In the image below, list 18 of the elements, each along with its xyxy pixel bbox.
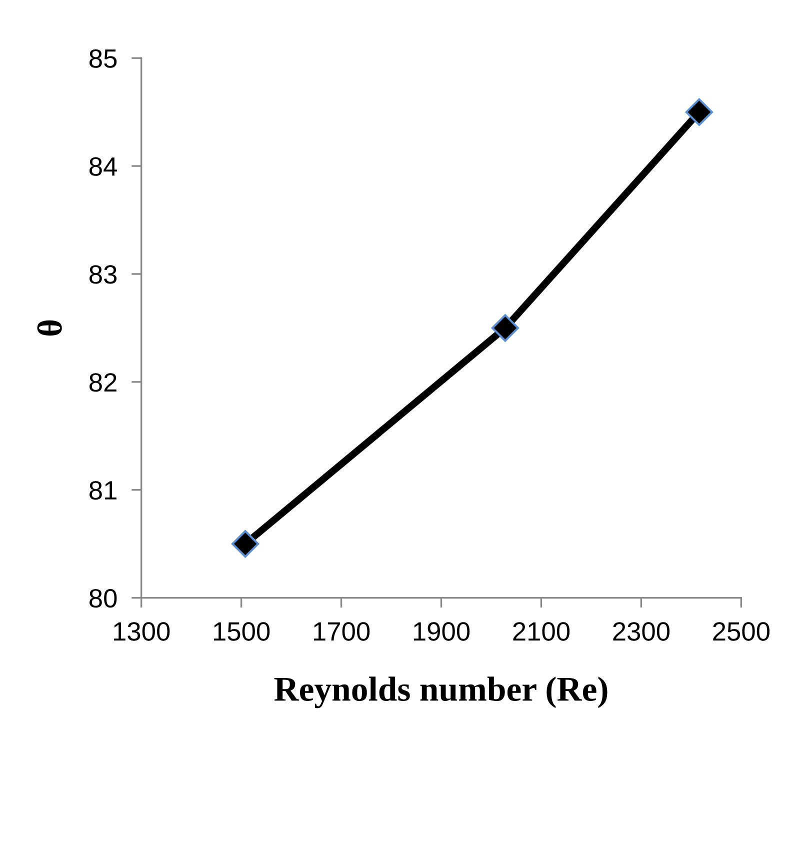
x-tick-label: 1500 (214, 622, 270, 641)
x-tick-label: 2100 (513, 622, 570, 641)
x-tick-label: 1300 (114, 622, 170, 641)
y-tick-label: 85 (90, 49, 117, 68)
x-tick-label: 1700 (314, 622, 370, 641)
x-tick-label: 2300 (613, 622, 670, 641)
y-tick-label: 83 (90, 265, 117, 284)
x-tick-label: 1900 (414, 622, 470, 641)
y-axis-title: θ (37, 320, 62, 336)
y-tick-label: 84 (90, 157, 117, 176)
point (491, 314, 520, 342)
y-tick-label: 81 (90, 481, 116, 500)
point (685, 98, 713, 126)
y-tick-label: 80 (90, 588, 117, 608)
x-axis-title: Reynolds number (Re) (274, 676, 608, 708)
x-tick-label: 2500 (713, 622, 770, 641)
point (231, 530, 260, 558)
y-tick-label: 82 (90, 373, 116, 392)
